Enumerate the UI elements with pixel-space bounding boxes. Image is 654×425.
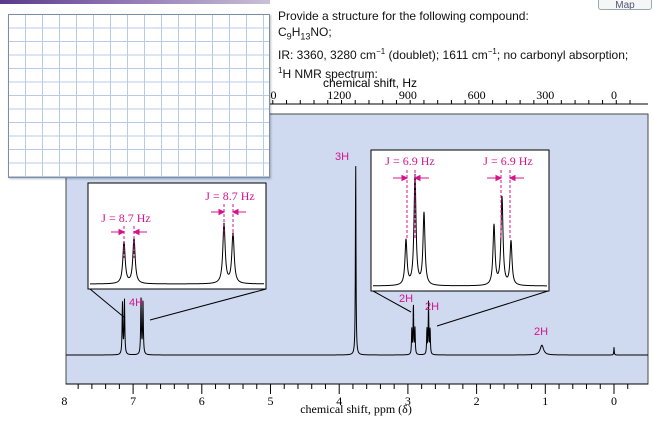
bottom-axis-label: chemical shift, ppm (δ) [300, 402, 412, 416]
inset-aromatic-box [87, 182, 267, 290]
inset-methylene-trace [373, 173, 547, 287]
inset-connectors [89, 288, 549, 327]
bottom-tick-label: 7 [130, 394, 136, 408]
problem-statement: Provide a structure for the following co… [278, 8, 652, 82]
bottom-tick-label: 6 [199, 394, 205, 408]
map-button[interactable]: Map [598, 0, 652, 10]
inset-aromatic-j-label-left: J = 8.7 Hz [101, 211, 150, 225]
problem-line-prompt: Provide a structure for the following co… [278, 9, 529, 23]
integration-label-ch2-a: 2H [399, 293, 413, 305]
integration-label-aromatic: 4H [129, 297, 143, 309]
problem-formula: C9H13NO; [278, 25, 332, 42]
inset-methylene-j-markers [393, 170, 524, 240]
top-axis-label: chemical shift, Hz [323, 76, 417, 90]
spectrum-trace [66, 166, 648, 356]
bottom-tick-label: 8 [61, 394, 67, 408]
graph-paper-panel [8, 14, 270, 178]
integration-label-methoxy: 3H [335, 151, 349, 163]
top-tick-label: 1200 [327, 88, 351, 102]
inset-aromatic-doublets: J = 8.7 Hz J = 8.7 Hz [87, 182, 267, 290]
map-button-label: Map [615, 0, 635, 10]
top-tick-label: 300 [536, 88, 554, 102]
bottom-tick-label: 3 [405, 394, 411, 408]
bottom-tick-label: 5 [268, 394, 274, 408]
bottom-axis-ppm: 8 7 6 5 4 3 2 1 0 chemical shift, ppm (δ) [61, 383, 648, 416]
inset-methylene-box [370, 149, 550, 292]
top-tick-label: 0 [611, 88, 617, 102]
inset-aromatic-trace [90, 222, 265, 285]
problem-ir-line: IR: 3360, 3280 cm−1 (doublet); 1611 cm−1… [278, 47, 629, 63]
integration-label-nh2: 2H [534, 326, 548, 338]
top-axis-hz: chemical shift, Hz 00 1200 900 600 300 0 [245, 76, 648, 105]
inset-aromatic-j-markers [111, 204, 246, 258]
bottom-tick-label: 1 [542, 394, 548, 408]
inset-methylene-j-label-right: J = 6.9 Hz [483, 154, 532, 168]
integration-label-ch2-b: 2H [425, 301, 439, 313]
top-tick-label: 900 [399, 88, 417, 102]
integration-labels: 4H 3H 2H 2H 2H [129, 151, 548, 338]
inset-aromatic-j-label-right: J = 8.7 Hz [205, 189, 254, 203]
inset-methylene-j-label-left: J = 6.9 Hz [385, 154, 434, 168]
window-top-strip [0, 0, 270, 4]
bottom-tick-label: 0 [611, 394, 617, 408]
bottom-tick-label: 4 [336, 394, 342, 408]
top-tick-label: 600 [468, 88, 486, 102]
bottom-tick-label: 2 [474, 394, 480, 408]
problem-nmr-line: 1H NMR spectrum: [278, 66, 378, 82]
inset-methylene-triplets: J = 6.9 Hz J = 6.9 Hz [370, 149, 550, 292]
